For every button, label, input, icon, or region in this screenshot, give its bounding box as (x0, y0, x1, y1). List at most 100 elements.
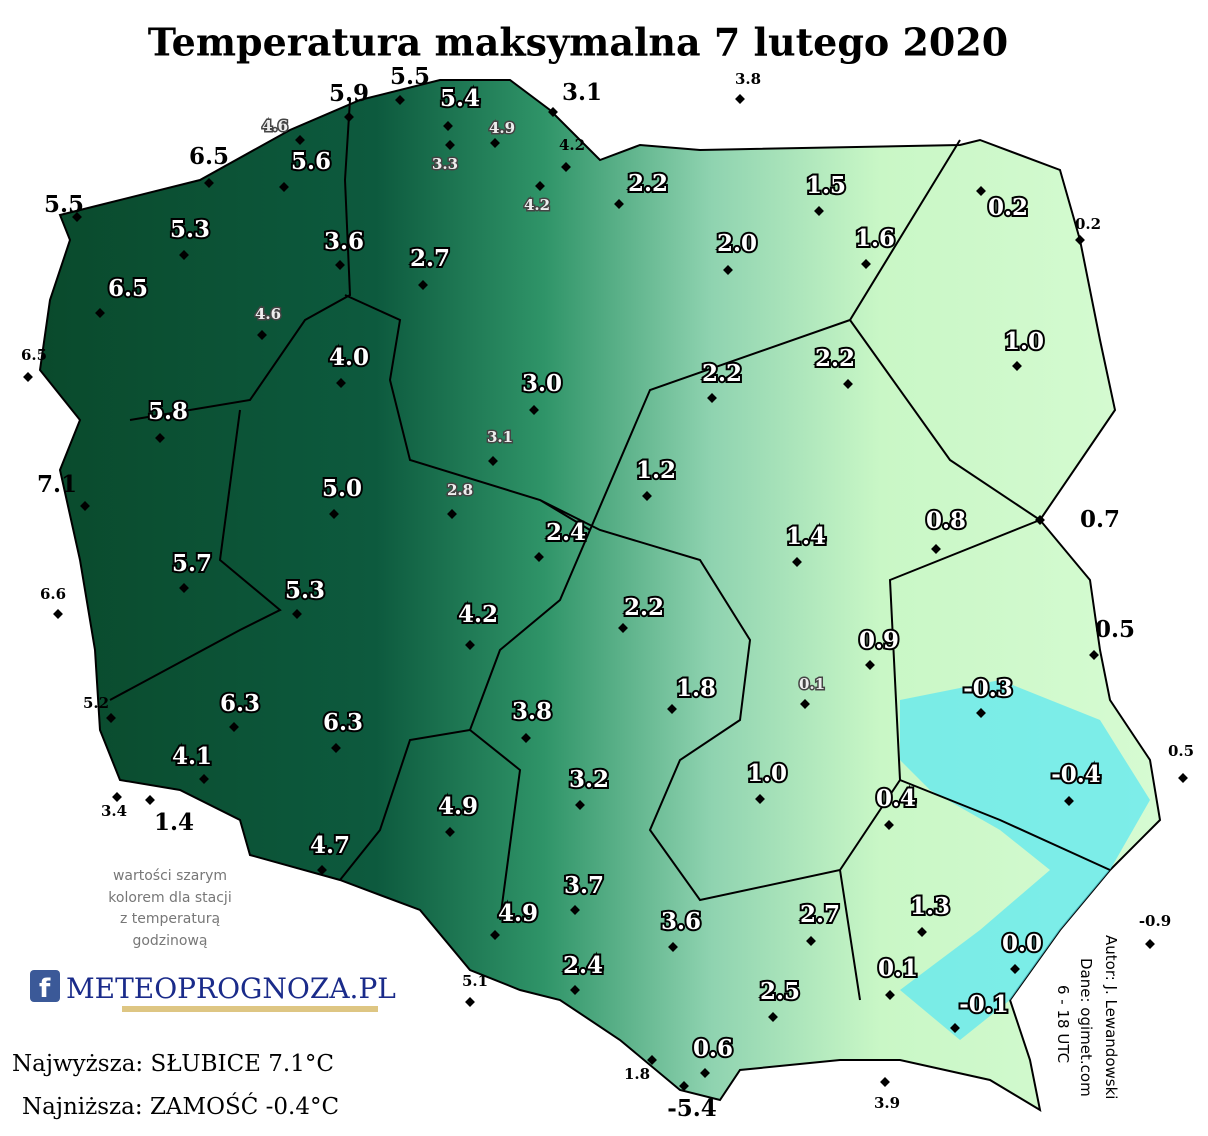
station-dot (72, 212, 82, 222)
station-dot (331, 743, 341, 753)
cold-zone (900, 680, 1150, 1040)
station-dot (679, 1081, 689, 1091)
station-dot (1145, 939, 1155, 949)
station-dot (976, 708, 986, 718)
station-dot (418, 280, 428, 290)
station-dot (618, 623, 628, 633)
station-dot (445, 827, 455, 837)
station-dot (884, 820, 894, 830)
facebook-icon (30, 970, 60, 1002)
regions (109, 99, 1111, 1001)
station-dot (843, 379, 853, 389)
station-dot (465, 997, 475, 1007)
station-value: 0.1 (799, 675, 825, 693)
station-dot (668, 942, 678, 952)
station-value: 6.5 (108, 275, 148, 302)
station-value: 0.2 (988, 194, 1028, 221)
station-value: 0.6 (693, 1035, 733, 1062)
station-value: 5.5 (390, 63, 430, 90)
station-dot (23, 372, 33, 382)
station-value: 4.2 (524, 196, 550, 214)
station-dot (885, 990, 895, 1000)
station-value: 2.4 (563, 952, 603, 979)
station-value: 0.7 (1080, 506, 1120, 533)
station-dot (700, 1068, 710, 1078)
station-dot (792, 557, 802, 567)
station-dot (490, 930, 500, 940)
station-value: 7.1 (37, 471, 77, 498)
station-value: 5.4 (440, 85, 480, 112)
station-value: -0.4 (1051, 761, 1101, 788)
station-value: -5.4 (667, 1095, 717, 1122)
station-value: 1.2 (636, 457, 676, 484)
station-dot (179, 250, 189, 260)
station-dot (145, 795, 155, 805)
station-dot (755, 794, 765, 804)
station-value: 4.9 (498, 900, 538, 927)
station-dot (229, 722, 239, 732)
station-value: 6.3 (220, 690, 260, 717)
station-value: 1.0 (747, 760, 787, 787)
station-value: 6.5 (189, 143, 229, 170)
station-value: 3.4 (101, 802, 127, 820)
station-value: 4.9 (438, 793, 478, 820)
station-dot (155, 433, 165, 443)
station-value: 0.4 (876, 785, 916, 812)
station-value: 4.0 (329, 344, 369, 371)
station-dot (1064, 796, 1074, 806)
station-value: 3.8 (735, 70, 761, 88)
station-dot (642, 491, 652, 501)
station-value: 0.5 (1168, 742, 1194, 760)
station-value: 0.2 (1075, 215, 1101, 233)
station-dot (865, 660, 875, 670)
station-value: 2.0 (717, 230, 757, 257)
station-value: 3.1 (562, 79, 602, 106)
station-value: 5.9 (329, 80, 369, 107)
station-dot (317, 865, 327, 875)
station-value: 1.4 (786, 523, 826, 550)
station-value: 0.5 (1095, 616, 1135, 643)
station-dot (806, 936, 816, 946)
station-value: 2.2 (815, 345, 855, 372)
station-value: 3.3 (432, 155, 458, 173)
station-value: 6.3 (323, 709, 363, 736)
station-value: 5.6 (291, 148, 331, 175)
station-value: 1.5 (806, 172, 846, 199)
station-dot (1010, 964, 1020, 974)
station-value: 2.4 (546, 519, 586, 546)
station-value: 3.6 (661, 908, 701, 935)
title: Temperatura maksymalna 7 lutego 2020 (148, 20, 1009, 65)
station-value: 4.1 (172, 743, 212, 770)
station-dot (521, 733, 531, 743)
station-dot (1089, 650, 1099, 660)
station-dot (814, 206, 824, 216)
station-value: 2.5 (760, 978, 800, 1005)
station-value: 4.7 (310, 832, 350, 859)
station-dot (534, 552, 544, 562)
station-value: 5.7 (172, 550, 212, 577)
station-value: 1.8 (676, 675, 716, 702)
station-value: 2.2 (702, 360, 742, 387)
station-value: 3.2 (569, 766, 609, 793)
station-value: 2.7 (410, 245, 450, 272)
credit: Dane: ogimet.com (1077, 958, 1095, 1097)
station-dot (723, 265, 733, 275)
station-value: 3.9 (874, 1094, 900, 1112)
station-dot (976, 186, 986, 196)
station-dot (199, 774, 209, 784)
credit: Autor: J. Lewandowski (1102, 935, 1120, 1099)
note: wartości szarym kolorem dla stacji z tem… (108, 868, 231, 949)
station-dot (488, 456, 498, 466)
station-value: 2.2 (628, 170, 668, 197)
note-line: wartości szarym (113, 868, 227, 884)
station-value: 6.6 (40, 585, 66, 603)
station-dot (667, 704, 677, 714)
station-value: 5.3 (170, 216, 210, 243)
station-dot (336, 378, 346, 388)
country-shape (38, 79, 1162, 1113)
station-dot (1012, 361, 1022, 371)
logo: METEOPROGNOZA.PL (66, 972, 396, 1005)
station-value: 1.8 (624, 1065, 650, 1083)
note-line: godzinową (132, 933, 207, 949)
summary-min: Najniższa: ZAMOŚĆ -0.4°C (22, 1093, 339, 1120)
